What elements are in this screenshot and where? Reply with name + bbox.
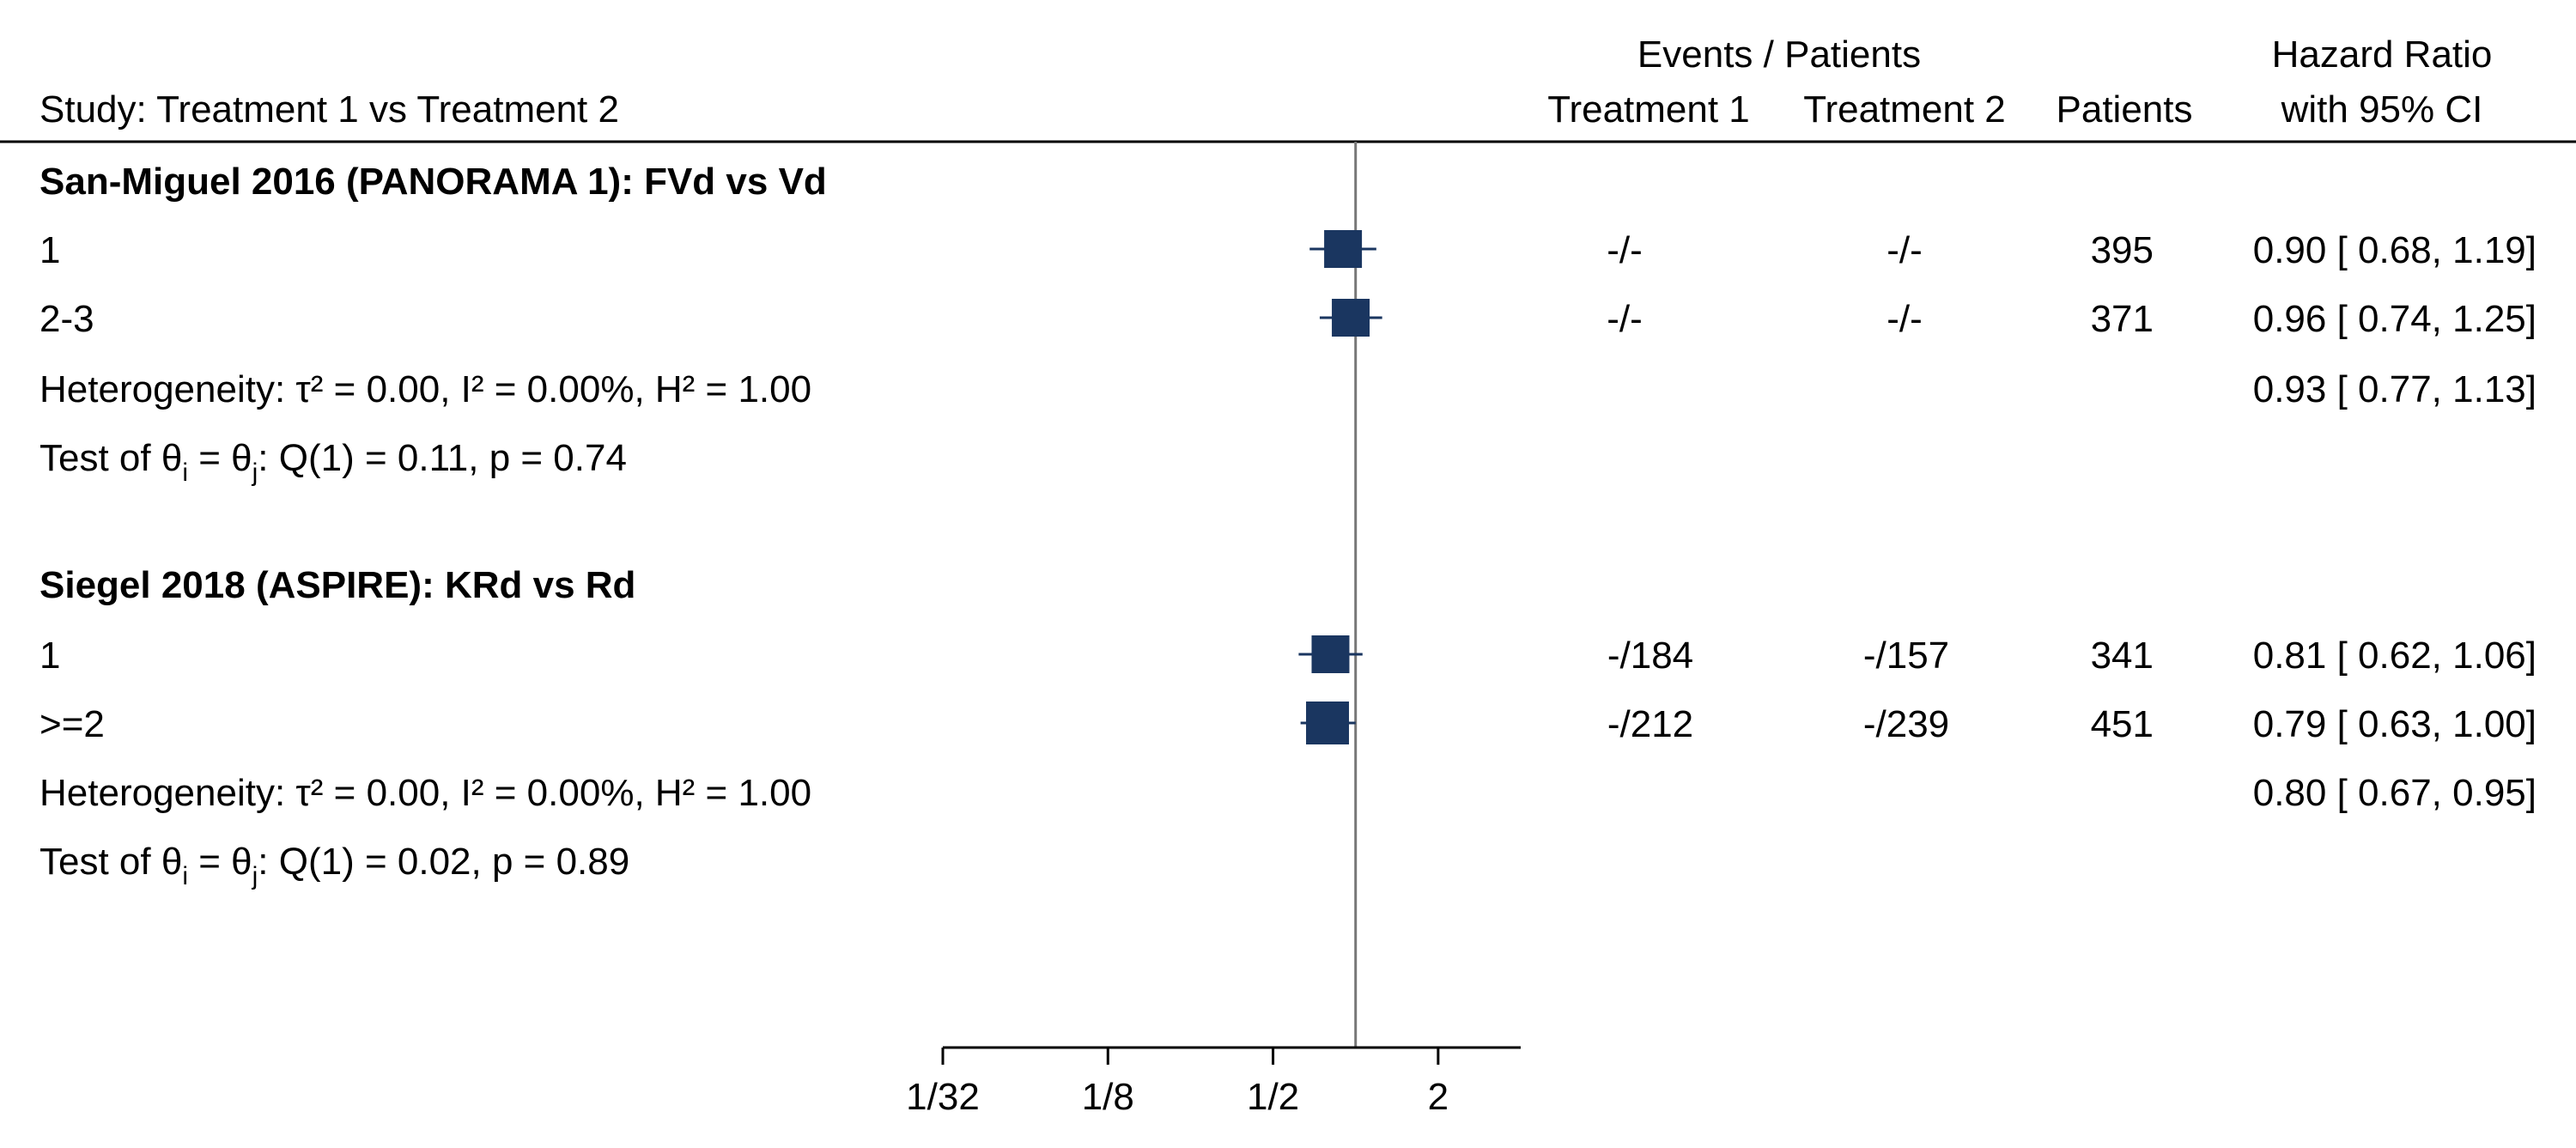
patients-count: 371 [2091,298,2154,340]
study-label: 2-3 [39,298,94,340]
heterogeneity-stats: Heterogeneity: τ² = 0.00, I² = 0.00%, H²… [39,772,811,814]
homogeneity-test: Test of θi = θj: Q(1) = 0.11, p = 0.74 [39,437,627,487]
events-treatment1: -/184 [1607,635,1693,677]
hazard-ratio-ci: 0.79 [ 0.63, 1.00] [2253,703,2537,745]
events-treatment2: -/- [1886,298,1923,340]
ci-header: with 95% CI [2281,88,2483,131]
patients-count: 395 [2091,229,2154,271]
heterogeneity-stats: Heterogeneity: τ² = 0.00, I² = 0.00%, H²… [39,368,811,410]
events-treatment1: -/212 [1607,703,1693,745]
events-treatment2: -/157 [1863,635,1949,677]
patients-header: Patients [2057,88,2193,131]
hazard-ratio-marker [1311,635,1350,673]
study-label: 1 [39,635,60,677]
group-title: San-Miguel 2016 (PANORAMA 1): FVd vs Vd [39,161,827,203]
hazard-ratio-marker [1306,702,1350,744]
hazard-ratio-marker [1324,230,1363,268]
events-treatment2: -/- [1886,229,1923,271]
study-label: >=2 [39,703,105,745]
treatment2-header: Treatment 2 [1803,88,2006,131]
treatment1-header: Treatment 1 [1547,88,1750,131]
x-tick-label: 1/2 [1247,1076,1299,1118]
study-label: 1 [39,229,60,271]
hazard-ratio-ci: 0.81 [ 0.62, 1.06] [2253,635,2537,677]
x-tick-label: 1/8 [1082,1076,1134,1118]
study-column-header: Study: Treatment 1 vs Treatment 2 [39,88,619,131]
hazard-ratio-ci: 0.90 [ 0.68, 1.19] [2253,229,2537,271]
hazard-ratio-marker [1332,299,1370,337]
homogeneity-test: Test of θi = θj: Q(1) = 0.02, p = 0.89 [39,841,629,890]
patients-count: 451 [2091,703,2154,745]
events-treatment2: -/239 [1863,703,1949,745]
x-tick-label: 2 [1428,1076,1449,1118]
events-treatment1: -/- [1607,229,1643,271]
pooled-hazard-ratio: 0.80 [ 0.67, 0.95] [2253,772,2537,814]
patients-count: 341 [2091,635,2154,677]
events-treatment1: -/- [1607,298,1643,340]
hazard-ratio-header: Hazard Ratio [2272,33,2493,76]
hazard-ratio-ci: 0.96 [ 0.74, 1.25] [2253,298,2537,340]
group-title: Siegel 2018 (ASPIRE): KRd vs Rd [39,564,635,606]
x-tick-label: 1/32 [906,1076,980,1118]
events-patients-header: Events / Patients [1637,33,1921,76]
plot-area: 1/32 1/8 1/2 2 [906,142,1521,1118]
pooled-hazard-ratio: 0.93 [ 0.77, 1.13] [2253,368,2537,410]
